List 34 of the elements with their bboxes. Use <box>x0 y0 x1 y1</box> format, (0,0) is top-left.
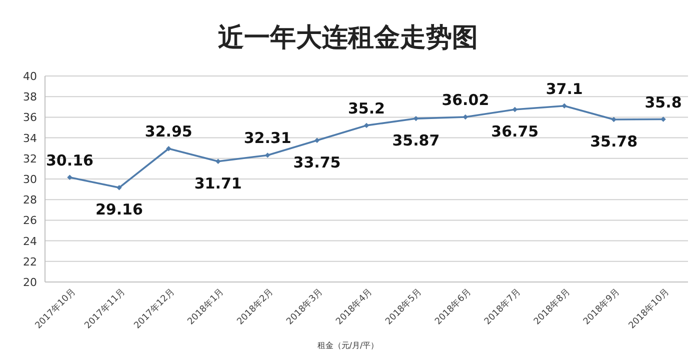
data-label: 36.75 <box>491 122 539 140</box>
x-axis-title: 租金（元/月/平） <box>317 341 379 350</box>
point <box>512 106 518 112</box>
data-label: 32.95 <box>144 122 192 141</box>
y-tick-label: 32 <box>23 152 37 166</box>
y-tick-label: 26 <box>23 214 37 228</box>
data-label: 36.02 <box>442 90 490 109</box>
data-label: 35.8 <box>644 93 682 112</box>
y-tick-label: 30 <box>23 173 37 186</box>
y-tick-label: 20 <box>23 276 37 289</box>
y-tick-label: 22 <box>23 255 37 268</box>
data-label: 31.71 <box>194 174 242 192</box>
point <box>166 146 172 152</box>
data-label: 33.75 <box>293 153 341 172</box>
y-tick-label: 34 <box>23 132 37 145</box>
data-label: 32.31 <box>244 129 292 148</box>
data-label: 35.78 <box>590 132 638 150</box>
y-tick-label: 40 <box>23 70 37 83</box>
y-tick-label: 38 <box>23 90 37 104</box>
point <box>611 116 616 122</box>
point <box>562 103 567 108</box>
y-tick-label: 28 <box>23 194 37 207</box>
y-tick-label: 24 <box>23 234 37 248</box>
point <box>314 138 320 143</box>
y-tick-label: 36 <box>23 111 37 124</box>
data-label: 29.16 <box>95 200 143 219</box>
point <box>264 152 270 158</box>
data-label: 37.1 <box>546 80 583 98</box>
data-label: 35.87 <box>392 132 440 150</box>
point <box>67 174 72 180</box>
data-label: 35.2 <box>348 99 386 118</box>
chart-title: 近一年大连租金走势图 <box>218 23 478 53</box>
data-label: 30.16 <box>46 151 94 170</box>
point <box>116 185 122 190</box>
